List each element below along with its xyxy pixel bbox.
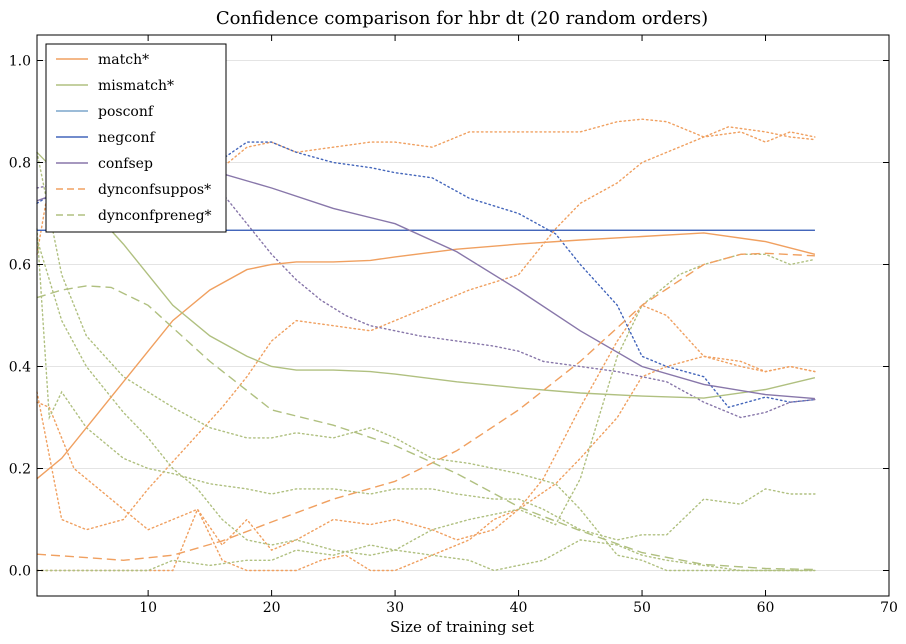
legend-label-4: confsep [98,156,153,172]
x-tick-label-4: 50 [633,600,651,616]
y-tick-label-1: 0.2 [9,462,31,478]
x-tick-label-3: 40 [510,600,528,616]
background-trace-8 [36,141,816,409]
x-tick-label-0: 10 [139,600,157,616]
legend: match* mismatch* posconf negconf confsep dync… [45,43,227,233]
series-line-dynconfsuppos [36,252,815,562]
ticks-layer: 10 20 30 40 50 60 70 0.0 0.2 0.4 0.6 0.8 1.0 [9,35,898,616]
series-line-dynconfpreneg [36,285,815,571]
x-tick-label-2: 30 [386,600,404,616]
plot-frame [36,34,890,597]
x-axis-label: Size of training set [390,618,534,636]
chart-title: Confidence comparison for hbr dt (20 ran… [216,8,708,29]
x-tick-label-6: 70 [880,600,898,616]
background-trace-2 [36,304,816,551]
x-tick-label-5: 60 [757,600,775,616]
background-trace-1 [36,131,816,531]
series-line-mismatch [36,151,816,399]
legend-label-6: dynconfpreneg* [98,208,212,224]
legend-box [45,43,227,233]
y-tick-label-3: 0.6 [9,258,31,274]
y-tick-label-2: 0.4 [9,360,31,376]
background-trace-5 [36,151,816,572]
legend-label-3: negconf [98,130,157,146]
background-trace-3 [36,355,816,572]
legend-label-2: posconf [98,104,155,120]
legend-label-1: mismatch* [98,78,174,94]
background-trace-6 [36,238,816,572]
x-tick-label-1: 20 [263,600,281,616]
y-tick-label-0: 0.0 [9,564,31,580]
background-trace-7 [36,253,816,572]
y-tick-label-5: 1.0 [9,54,31,70]
series-line-match [36,232,816,480]
legend-label-5: dynconfsuppos* [98,182,211,198]
y-tick-label-4: 0.8 [9,156,31,172]
legend-label-0: match* [98,52,149,68]
background-trace-4 [36,228,816,541]
